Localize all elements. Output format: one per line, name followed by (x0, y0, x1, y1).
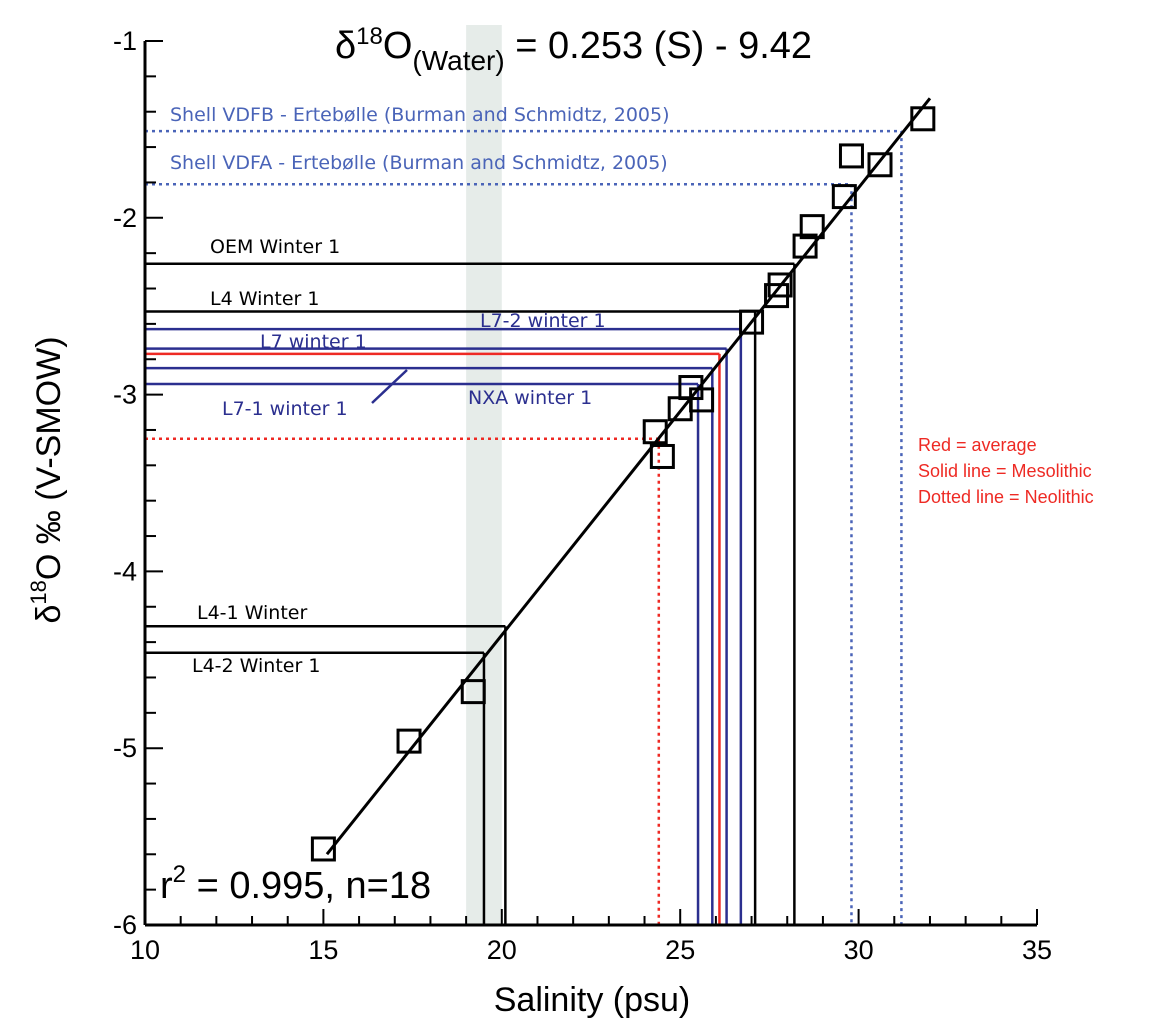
x-axis-label: Salinity (psu) (494, 981, 691, 1019)
data-point (689, 387, 715, 413)
reference-line-label: L7-2 winter 1 (480, 310, 606, 332)
data-point (838, 143, 864, 169)
y-tick-label: -3 (113, 380, 137, 410)
data-point (767, 272, 793, 298)
chart-title: δ18O(Water) = 0.253 (S) - 9.42 (335, 23, 812, 76)
x-tick-label: 30 (844, 935, 874, 965)
x-tick-label: 20 (487, 935, 517, 965)
data-point (649, 443, 675, 469)
reference-line-label: NXA winter 1 (468, 387, 592, 409)
reference-line-label: OEM Winter 1 (210, 236, 340, 258)
y-axis-label: δ18O ‰ (V-SMOW) (26, 336, 68, 623)
r-squared-stat: r2 = 0.995, n=18 (160, 861, 431, 907)
regression-line (325, 97, 932, 856)
legend-note-line: Red = average (918, 435, 1037, 455)
reference-line-label: Shell VDFA - Ertebølle (Burman and Schmi… (170, 152, 668, 174)
data-point (460, 679, 486, 705)
data-point (831, 184, 857, 210)
regression-layer (325, 97, 932, 856)
data-point (396, 728, 422, 754)
data-point (792, 233, 818, 259)
y-tick-label: -4 (113, 556, 137, 586)
y-tick-label: -6 (113, 910, 137, 940)
data-point (910, 106, 936, 132)
reference-lines (145, 129, 903, 925)
x-tick-label: 10 (130, 935, 160, 965)
data-point (739, 309, 765, 335)
legend-note-line: Dotted line = Neolithic (918, 487, 1094, 507)
label-leader-line (371, 369, 408, 404)
data-point (642, 419, 668, 445)
reference-line-label: L4 Winter 1 (210, 288, 319, 310)
reference-line-label: Shell VDFB - Ertebølle (Burman and Schmi… (170, 104, 670, 126)
data-point (310, 836, 336, 862)
data-point (799, 214, 825, 240)
reference-line-label: L4-2 Winter 1 (192, 655, 320, 677)
y-tick-label: -2 (113, 203, 137, 233)
reference-line-label: L4-1 Winter (197, 602, 307, 624)
x-tick-label: 35 (1022, 935, 1052, 965)
axes: 10 15 20 25 30 35 -6 -5 -4 -3 -2 -1 (113, 26, 1052, 965)
x-tick-label: 25 (665, 935, 695, 965)
reference-line-label: L7-1 winter 1 (222, 398, 348, 420)
reference-line-labels: Shell VDFB - Ertebølle (Burman and Schmi… (170, 104, 670, 677)
x-tick-label: 15 (308, 935, 338, 965)
y-tick-label: -1 (113, 26, 137, 56)
y-tick-label: -5 (113, 733, 137, 763)
reference-line-label: L7 winter 1 (260, 331, 367, 353)
legend-note: Red = average Solid line = Mesolithic Do… (918, 435, 1094, 507)
data-point (867, 152, 893, 178)
legend-note-line: Solid line = Mesolithic (918, 461, 1092, 481)
data-points (310, 106, 936, 862)
